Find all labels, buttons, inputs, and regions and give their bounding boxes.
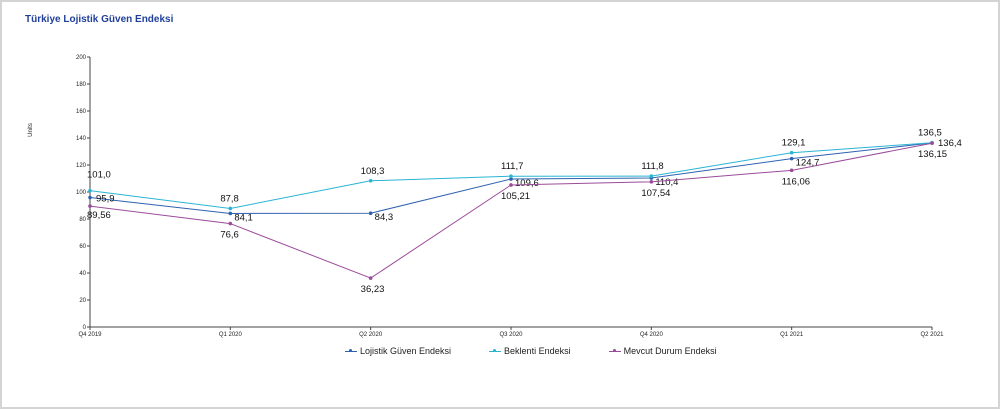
legend-swatch-icon xyxy=(345,349,357,352)
data-label: 76,6 xyxy=(220,230,239,241)
data-label: 136,5 xyxy=(918,128,942,139)
data-point xyxy=(649,174,654,178)
data-label: 101,0 xyxy=(87,170,111,181)
y-tick-label: 180 xyxy=(76,82,87,88)
data-point xyxy=(930,141,934,145)
legend-swatch-icon xyxy=(608,349,621,352)
data-label: 105,21 xyxy=(501,191,530,202)
data-point xyxy=(88,195,92,200)
data-point xyxy=(228,211,233,216)
data-point xyxy=(789,168,794,173)
y-tick-label: 100 xyxy=(76,190,87,196)
data-label: 136,15 xyxy=(918,149,947,160)
data-label: 84,3 xyxy=(375,212,394,223)
data-point xyxy=(368,276,373,280)
data-point xyxy=(228,221,233,226)
data-label: 129,1 xyxy=(782,138,806,149)
legend-label: Lojistik Güven Endeksi xyxy=(360,346,452,356)
data-label: 111,7 xyxy=(501,161,523,172)
data-label: 124,7 xyxy=(796,158,820,169)
x-tick-label: Q1 2020 xyxy=(219,332,243,338)
data-label: 89,56 xyxy=(87,210,111,221)
legend-item: Mevcut Durum Endeksi xyxy=(608,346,717,356)
x-tick-label: Q4 2020 xyxy=(640,332,664,338)
x-tick-label: Q2 2020 xyxy=(359,332,383,338)
y-tick-label: 160 xyxy=(76,109,87,115)
data-point xyxy=(509,177,513,181)
data-label: 36,23 xyxy=(361,284,385,295)
legend: Lojistik Güven Endeksi Beklenti Endeksi Me… xyxy=(345,346,717,356)
y-tick-label: 80 xyxy=(79,217,86,223)
data-point xyxy=(368,211,373,215)
legend-label: Beklenti Endeksi xyxy=(504,346,571,356)
data-label: 107,54 xyxy=(641,188,670,199)
y-tick-label: 140 xyxy=(76,136,87,142)
x-tick-label: Q3 2020 xyxy=(499,332,523,338)
legend-swatch-icon xyxy=(489,349,502,352)
x-tick-label: Q4 2019 xyxy=(78,332,102,338)
data-label: 109,6 xyxy=(515,178,539,189)
data-point xyxy=(789,150,794,155)
y-axis-label: Units xyxy=(28,123,34,137)
data-label: 136,4 xyxy=(938,138,962,149)
data-label: 108,3 xyxy=(361,166,385,177)
data-label: 95,9 xyxy=(96,194,115,205)
y-tick-label: 0 xyxy=(83,325,87,331)
data-point xyxy=(509,174,513,179)
chart-title: Türkiye Lojistik Güven Endeksi xyxy=(25,14,174,25)
data-point xyxy=(789,156,794,161)
y-tick-label: 20 xyxy=(79,298,86,304)
legend-item: Beklenti Endeksi xyxy=(489,346,571,356)
data-label: 116,06 xyxy=(782,176,810,187)
data-point xyxy=(228,206,233,211)
y-tick-label: 120 xyxy=(76,163,87,169)
legend-label: Mevcut Durum Endeksi xyxy=(623,346,717,356)
data-label: 111,8 xyxy=(641,161,663,172)
data-point xyxy=(368,178,373,183)
data-point xyxy=(88,204,92,208)
y-tick-label: 60 xyxy=(79,244,86,250)
data-point xyxy=(88,188,92,193)
y-tick-label: 200 xyxy=(76,55,87,61)
data-point xyxy=(649,180,654,184)
data-point xyxy=(509,183,513,187)
legend-item: Lojistik Güven Endeksi xyxy=(345,346,451,356)
data-label: 87,8 xyxy=(220,193,239,204)
x-tick-label: Q2 2021 xyxy=(920,332,944,338)
data-label: 110,4 xyxy=(655,177,678,188)
data-label: 84,1 xyxy=(234,212,253,223)
x-tick-label: Q1 2021 xyxy=(780,332,804,338)
y-tick-label: 40 xyxy=(79,271,86,277)
